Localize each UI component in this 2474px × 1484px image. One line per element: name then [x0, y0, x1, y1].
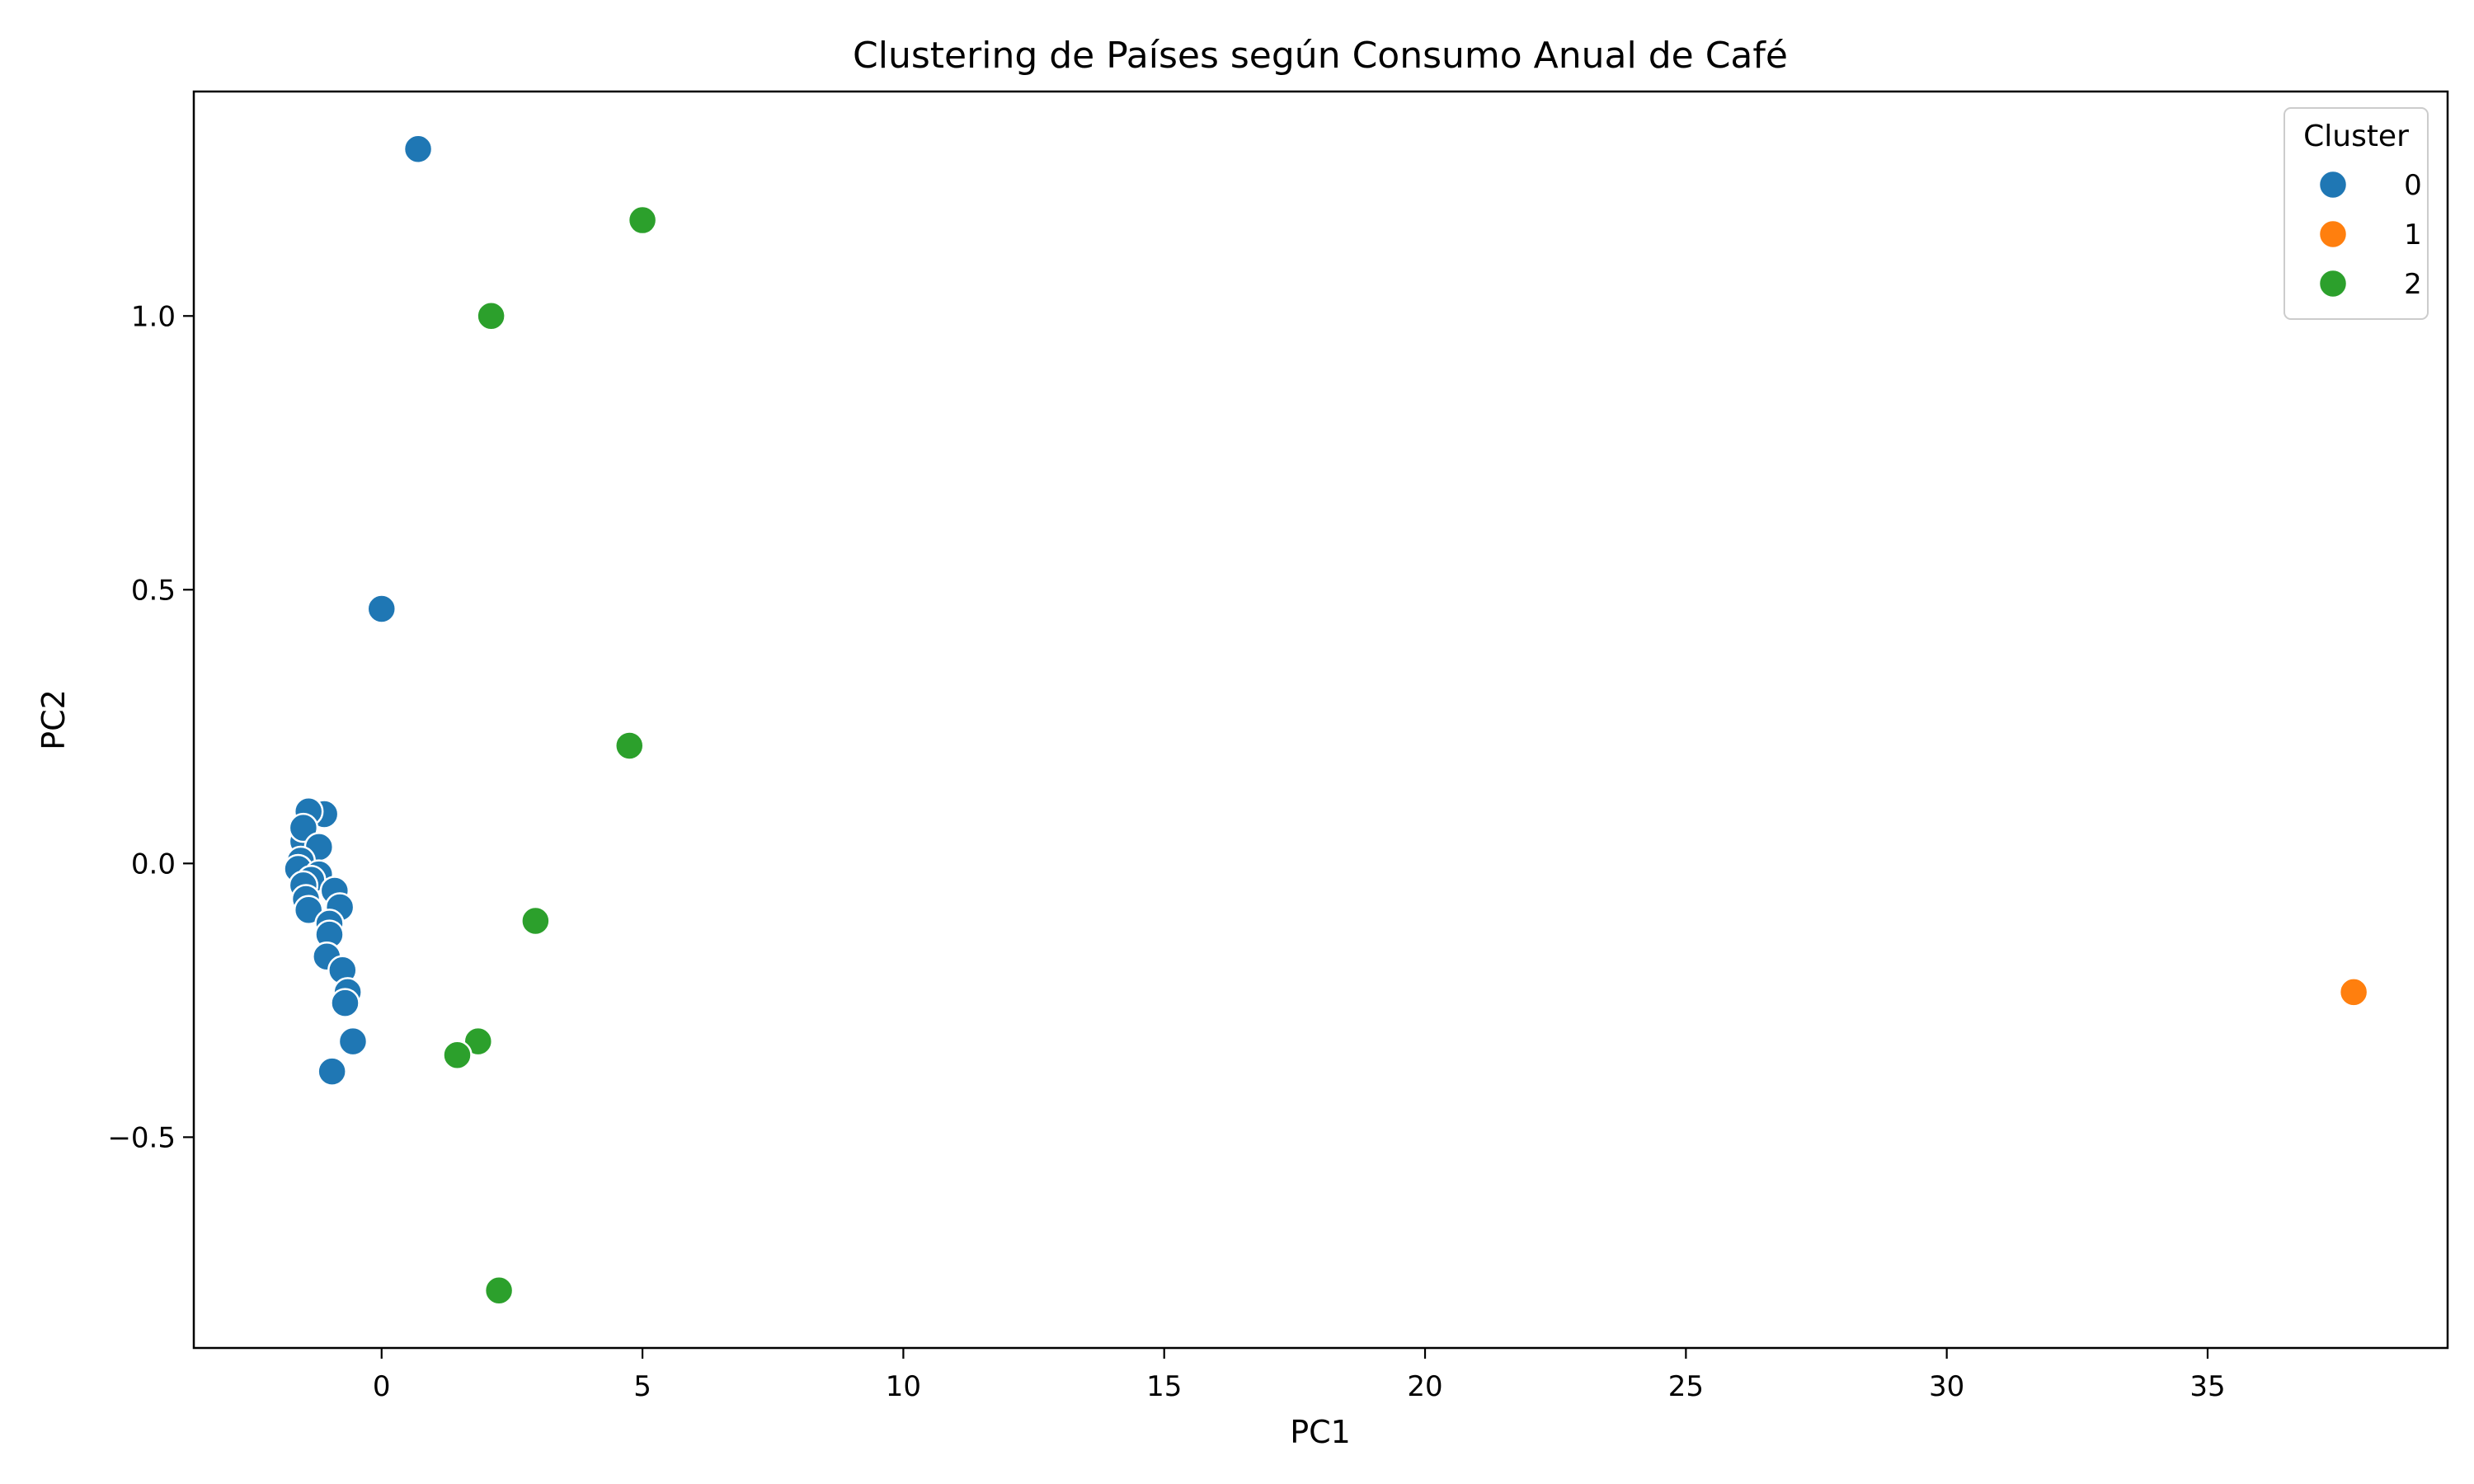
y-tick-label: −0.5: [107, 1121, 176, 1154]
cluster-0-point: [402, 134, 434, 164]
x-tick-label: 35: [2189, 1370, 2225, 1403]
cluster-2-point: [476, 301, 506, 331]
cluster-0-point: [337, 1026, 369, 1057]
x-tick-label: 10: [886, 1370, 921, 1403]
legend-label-1: 1: [2404, 218, 2422, 251]
legend-marker-1: [2317, 218, 2349, 250]
cluster-0-point: [293, 895, 324, 926]
legend-box: [2284, 107, 2429, 320]
cluster-2-point: [614, 730, 645, 761]
cluster-2-point: [627, 204, 658, 236]
legend: Cluster 0 1 2: [2284, 107, 2429, 320]
cluster-1-point: [2338, 977, 2369, 1007]
x-tick-label: 5: [633, 1370, 651, 1403]
x-tick-label: 30: [1929, 1370, 1964, 1403]
cluster-0-point: [330, 988, 360, 1018]
x-axis-label: PC1: [1290, 1414, 1351, 1450]
data-points: [283, 134, 2369, 1306]
legend-label-2: 2: [2404, 268, 2422, 301]
x-tick-label: 25: [1668, 1370, 1704, 1403]
plot-frame: [192, 90, 2449, 1350]
x-tick-label: 20: [1407, 1370, 1442, 1403]
cluster-2-point: [463, 1026, 494, 1057]
cluster-0-point: [317, 1056, 347, 1087]
legend-title: Cluster: [2303, 120, 2409, 153]
x-tick-label: 15: [1146, 1370, 1182, 1403]
x-axis: 0 5 10 15 20 25 30 35: [373, 1348, 2226, 1403]
legend-label-0: 0: [2404, 169, 2422, 202]
legend-marker-2: [2317, 268, 2349, 299]
cluster-2-point: [442, 1040, 473, 1070]
cluster-0-point: [366, 594, 397, 624]
y-axis-label: PC2: [35, 689, 72, 750]
cluster-2-point: [483, 1275, 515, 1306]
legend-marker-0: [2317, 169, 2349, 200]
x-tick-label: 0: [373, 1370, 391, 1403]
y-tick-label: 0.5: [131, 574, 176, 607]
chart-title: Clustering de Países según Consumo Anual…: [853, 35, 1788, 77]
y-tick-label: 1.0: [131, 300, 176, 333]
cluster-2-point: [520, 905, 551, 937]
y-axis: −0.5 0.0 0.5 1.0: [107, 300, 194, 1154]
y-tick-label: 0.0: [131, 848, 176, 881]
